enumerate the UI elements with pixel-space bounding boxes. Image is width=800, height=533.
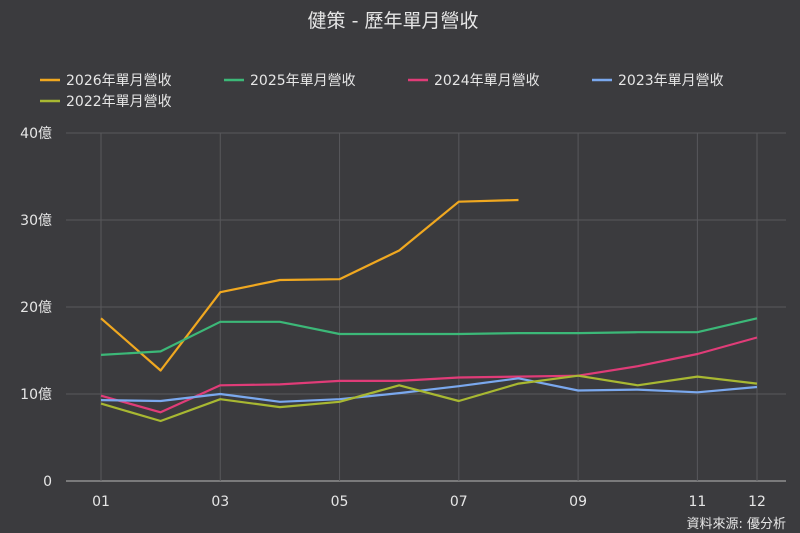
series-lines	[100, 198, 758, 423]
x-tick-label: 05	[331, 494, 349, 510]
y-tick-label: 10億	[20, 387, 52, 403]
y-tick-label: 30億	[20, 213, 52, 229]
series-line-2024年單月營收	[100, 336, 758, 414]
legend-label: 2026年單月營收	[66, 73, 172, 89]
series-line-2023年單月營收	[100, 377, 758, 403]
y-tick-label: 0	[43, 474, 52, 490]
source-note: 資料來源: 優分析	[686, 517, 786, 532]
x-tick-label: 12	[748, 494, 766, 510]
chart-title: 健策 - 歷年單月營收	[308, 10, 479, 32]
series-line-2022年單月營收	[100, 374, 758, 423]
legend-label: 2024年單月營收	[434, 73, 540, 89]
x-tick-label: 07	[450, 494, 468, 510]
x-tick-label: 11	[688, 494, 706, 510]
legend-label: 2022年單月營收	[66, 94, 172, 110]
y-tick-label: 20億	[20, 300, 52, 316]
legend-label: 2025年單月營收	[250, 73, 356, 89]
legend-label: 2023年單月營收	[618, 73, 724, 89]
x-tick-label: 01	[92, 494, 110, 510]
series-line-2026年單月營收	[100, 198, 519, 372]
x-tick-label: 09	[569, 494, 587, 510]
x-axis: 01 03 05 07 09 11 12	[92, 494, 766, 510]
y-tick-label: 40億	[20, 126, 52, 142]
x-tick-label: 03	[211, 494, 229, 510]
series-line-2025年單月營收	[100, 317, 758, 356]
grid	[66, 132, 786, 482]
y-axis: 0 10億 20億 30億 40億	[20, 126, 52, 490]
legend: 2026年單月營收 2025年單月營收 2024年單月營收 2023年單月營收 2022…	[40, 73, 724, 110]
